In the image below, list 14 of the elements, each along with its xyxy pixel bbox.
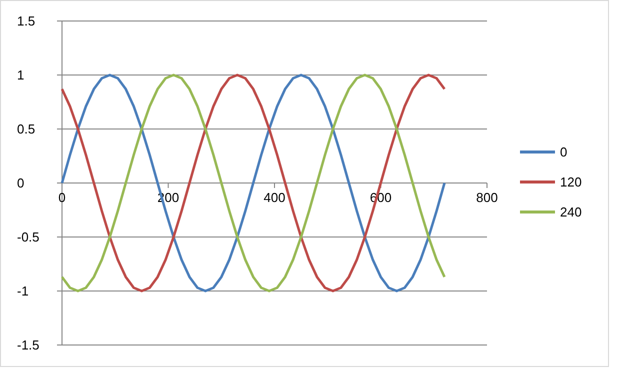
y-tick-label: -0.5 [17,230,40,245]
x-tick-label: 800 [476,190,498,205]
y-tick-label: -1 [17,284,29,299]
y-tick-label: 1 [17,68,24,83]
y-tick-label: 0.5 [17,122,36,137]
y-tick-label: 0 [17,176,24,191]
x-tick-label: 400 [264,190,286,205]
y-tick-label: 1.5 [17,14,36,29]
legend-label: 120 [560,174,582,190]
x-tick-label: 0 [58,190,66,205]
legend-label: 0 [560,144,568,160]
y-tick-label: -1.5 [17,338,40,353]
legend-label: 240 [560,204,582,220]
line-series [60,74,446,292]
